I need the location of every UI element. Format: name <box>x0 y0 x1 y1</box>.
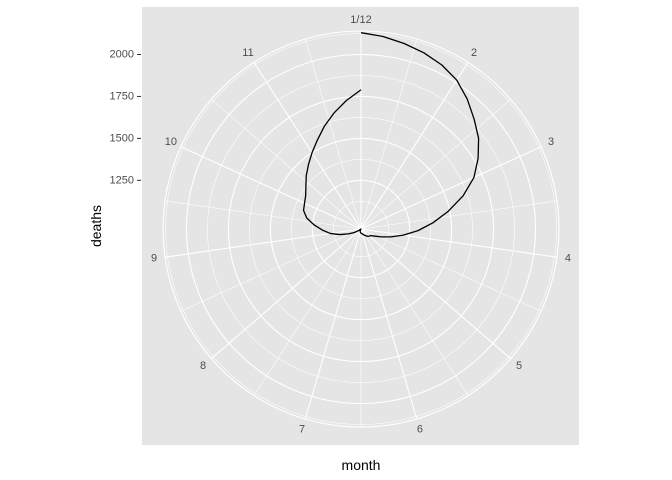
x-tick-label: 8 <box>200 360 206 372</box>
major-grid-spoke <box>360 146 542 230</box>
minor-grid-spoke <box>360 38 418 230</box>
y-tick-label: 2000 <box>110 49 134 61</box>
y-axis-title: deaths <box>88 205 104 247</box>
x-tick-label: 7 <box>299 424 305 436</box>
grid-lines <box>162 30 560 428</box>
minor-grid-spoke <box>180 228 362 312</box>
minor-grid-spoke <box>164 200 362 230</box>
minor-grid-spoke <box>211 99 362 230</box>
major-grid-spoke <box>164 228 362 258</box>
x-tick-label: 10 <box>165 136 177 148</box>
major-grid-spoke <box>253 62 362 230</box>
x-axis-title: month <box>342 457 381 473</box>
minor-grid-spoke <box>253 228 362 396</box>
x-tick-label: 6 <box>417 424 423 436</box>
major-grid-spoke <box>360 228 558 258</box>
minor-grid-spoke <box>360 228 469 396</box>
y-tick-label: 1750 <box>110 90 134 102</box>
x-tick-label: 4 <box>565 253 571 265</box>
major-grid-spoke <box>304 228 362 420</box>
x-tick-label: 3 <box>548 136 554 148</box>
data-series <box>302 32 480 238</box>
y-tick-label: 1250 <box>110 174 134 186</box>
x-tick-label: 5 <box>516 360 522 372</box>
y-axis: 1250 1500 1750 2000 <box>110 49 141 186</box>
x-tick-label: 9 <box>151 253 157 265</box>
x-tick-label: 2 <box>471 47 477 59</box>
x-tick-labels: 1/12 2 3 4 5 6 7 8 9 10 11 <box>151 14 571 436</box>
major-grid-spoke <box>360 228 511 360</box>
minor-grid-spoke <box>304 38 362 230</box>
major-grid-spoke <box>360 62 469 230</box>
series-line <box>302 32 480 238</box>
x-tick-label: 11 <box>242 47 253 59</box>
x-tick-label: 1/12 <box>350 14 371 26</box>
minor-grid-spoke <box>360 228 542 312</box>
major-grid-spoke <box>180 146 362 230</box>
y-tick-label: 1500 <box>110 132 134 144</box>
major-grid-spoke <box>360 228 418 420</box>
minor-grid-spoke <box>360 200 558 230</box>
minor-grid-spoke <box>360 99 511 230</box>
major-grid-spoke <box>211 228 362 360</box>
